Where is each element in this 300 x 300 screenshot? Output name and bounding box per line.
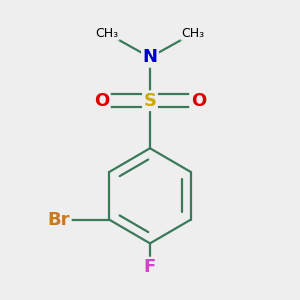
- Text: CH₃: CH₃: [181, 27, 204, 40]
- Text: CH₃: CH₃: [96, 27, 119, 40]
- Text: N: N: [142, 48, 158, 66]
- Text: F: F: [144, 258, 156, 276]
- Text: O: O: [191, 92, 206, 110]
- Text: O: O: [94, 92, 109, 110]
- Text: Br: Br: [48, 211, 70, 229]
- Text: S: S: [143, 92, 157, 110]
